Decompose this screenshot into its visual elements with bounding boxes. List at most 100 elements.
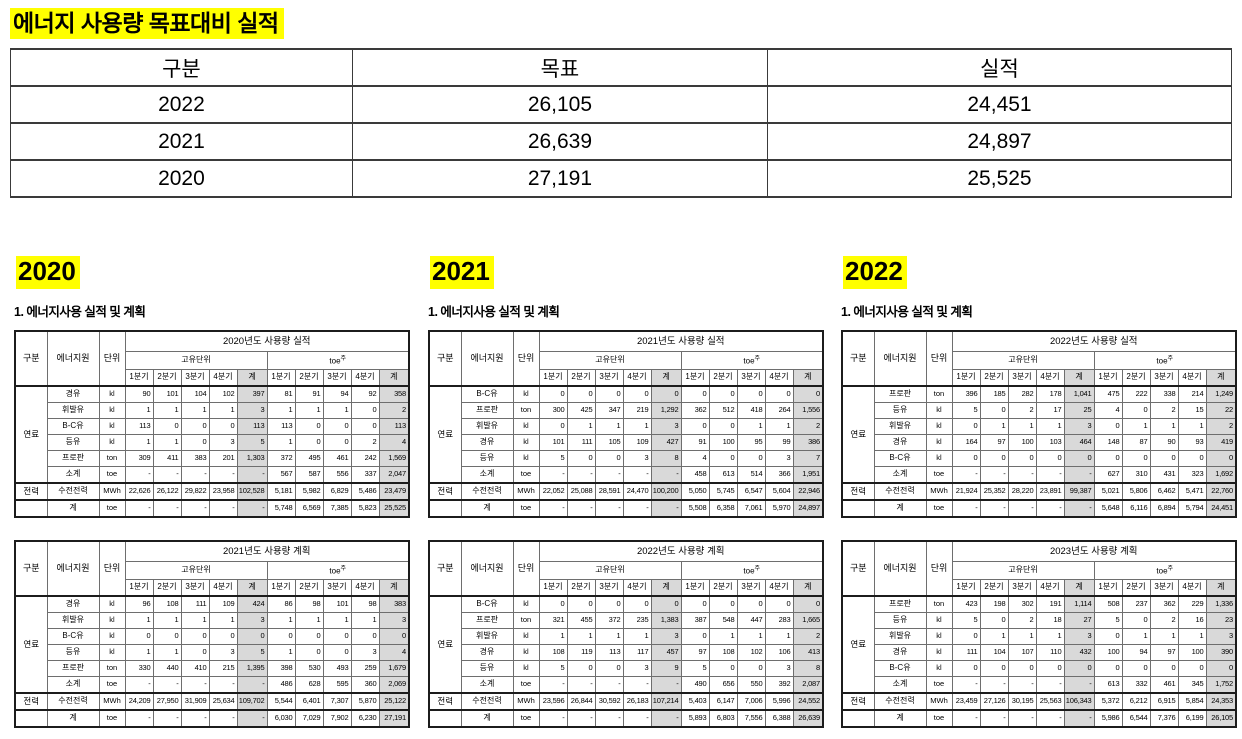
native-qty-cell: 321 — [538, 611, 568, 629]
col-header-quarter: 2분기 — [566, 578, 596, 597]
native-qty-cell: 1 — [594, 417, 624, 435]
energy-source-label: B-C유 — [46, 627, 100, 645]
unit-label: ton — [512, 611, 540, 629]
native-qty-cell: 0 — [594, 449, 624, 467]
native-qty-cell: 27,950 — [152, 691, 182, 711]
toe-total-cell: 2,047 — [378, 465, 410, 484]
native-qty-cell: 1 — [1007, 627, 1037, 645]
toe-footnote-marker: 주 — [340, 566, 347, 572]
toe-qty-cell: 5,403 — [680, 691, 710, 711]
native-total-cell: 3 — [1063, 627, 1095, 645]
native-qty-cell: - — [951, 708, 981, 728]
col-header-quarter: 1분기 — [266, 578, 296, 597]
native-qty-cell: 23,958 — [208, 481, 238, 501]
toe-total-cell: 24,552 — [792, 691, 824, 711]
toe-qty-cell: 101 — [322, 595, 352, 613]
group-label — [428, 708, 462, 728]
energy-data-row: 연료 경유 kl 96 108 111 109 424 86 98 101 98 383 — [14, 595, 410, 694]
energy-source-label: 계 — [46, 498, 100, 518]
native-qty-cell: 5 — [538, 449, 568, 467]
col-header-quarter: 1분기 — [538, 368, 568, 387]
native-qty-cell: - — [1035, 465, 1065, 484]
toe-qty-cell: 6,547 — [736, 481, 766, 501]
native-total-cell: 27 — [1063, 611, 1095, 629]
toe-qty-cell: 1 — [266, 433, 296, 451]
native-qty-cell: 164 — [951, 433, 981, 451]
col-header-toe: toe주 — [680, 561, 824, 580]
native-qty-cell: 302 — [1007, 595, 1037, 613]
detail-header-row: 구분 에너지원 단위 2022년도 사용량 실적 — [841, 330, 1237, 387]
toe-qty-cell: 102 — [736, 643, 766, 661]
table-title: 2023년도 사용량 계획 — [951, 540, 1237, 562]
energy-data-row: 휘발유 kl 1 1 1 1 3 0 1 1 1 2 — [429, 627, 824, 645]
toe-qty-cell: 222 — [1121, 385, 1151, 403]
native-total-cell: - — [1063, 708, 1095, 728]
native-total-cell: 464 — [1063, 433, 1095, 451]
unit-label: ton — [98, 449, 126, 467]
native-qty-cell: - — [951, 498, 981, 518]
native-qty-cell: 410 — [180, 659, 210, 677]
detail-header-row: 1분기 2분기 3분기 4분기 계 1분기 2분기 3분기 4분기 계 — [15, 368, 410, 387]
col-header-total: 계 — [1063, 368, 1095, 387]
native-qty-cell: 0 — [180, 627, 210, 645]
toe-qty-cell: 418 — [736, 401, 766, 419]
toe-total-cell: 0 — [792, 385, 824, 403]
toe-total-cell: 2 — [378, 401, 410, 419]
col-header-toe: toe주 — [1093, 351, 1237, 370]
col-header-unit: 단위 — [925, 540, 953, 597]
toe-total-cell: 3 — [1205, 627, 1237, 645]
energy-source-label: 계 — [873, 708, 927, 728]
native-total-cell: - — [650, 708, 682, 728]
toe-qty-cell: 1 — [764, 417, 794, 435]
toe-footnote-marker: 주 — [754, 356, 761, 362]
native-qty-cell: 1 — [152, 433, 182, 451]
unit-label: kl — [925, 417, 953, 435]
toe-qty-cell: 0 — [350, 417, 380, 435]
native-qty-cell: 101 — [152, 385, 182, 403]
native-qty-cell: 423 — [951, 595, 981, 613]
col-header-energy-source: 에너지원 — [46, 330, 100, 387]
energy-data-row: B-C유 kl 0 0 0 0 0 0 0 0 0 0 — [842, 449, 1237, 467]
detail-header-row: 구분 에너지원 단위 2022년도 사용량 계획 — [428, 540, 824, 597]
toe-qty-cell: 100 — [708, 433, 738, 451]
native-qty-cell: - — [594, 675, 624, 694]
native-qty-cell: - — [1007, 498, 1037, 518]
native-qty-cell: 1 — [124, 433, 154, 451]
energy-data-row: 계 toe - - - - -5,986 6,544 7,376 6,199 26,105 — [841, 708, 1237, 728]
toe-qty-cell: 595 — [322, 675, 352, 694]
col-header-gubun: 구분 — [428, 330, 462, 387]
native-qty-cell: - — [1007, 708, 1037, 728]
group-label: 연료 — [841, 595, 875, 694]
energy-data-row: 전력 수전전력 MWh 22,052 25,088 28,591 24,470 100,200… — [428, 481, 824, 501]
col-header-quarter: 2분기 — [1121, 578, 1151, 597]
toe-qty-cell: 1 — [294, 401, 324, 419]
col-header-energy-source: 에너지원 — [460, 330, 514, 387]
native-qty-cell: - — [180, 465, 210, 484]
native-qty-cell: - — [152, 675, 182, 694]
col-header-quarter: 3분기 — [1007, 368, 1037, 387]
toe-qty-cell: 86 — [266, 595, 296, 613]
col-header-quarter: 1분기 — [124, 578, 154, 597]
unit-label: toe — [98, 465, 126, 484]
toe-qty-cell: 0 — [764, 385, 794, 403]
native-qty-cell: 300 — [538, 401, 568, 419]
native-total-cell: 5 — [236, 433, 268, 451]
unit-label: MWh — [98, 691, 126, 711]
col-header-quarter: 3분기 — [1149, 368, 1179, 387]
native-qty-cell: 0 — [152, 627, 182, 645]
native-total-cell: 3 — [650, 627, 682, 645]
native-total-cell: 100,200 — [650, 481, 682, 501]
native-total-cell: 8 — [650, 449, 682, 467]
native-qty-cell: 0 — [566, 595, 596, 613]
native-qty-cell: - — [180, 675, 210, 694]
energy-source-label: 계 — [873, 498, 927, 518]
summary-actual-cell: 25,525 — [767, 159, 1232, 198]
detail-header-row: 고유단위 toe주 — [15, 561, 410, 580]
energy-data-row: 휘발유 kl 0 1 1 1 3 0 0 1 1 2 — [429, 417, 824, 435]
toe-qty-cell: 0 — [764, 595, 794, 613]
native-qty-cell: 3 — [208, 433, 238, 451]
native-qty-cell: 1 — [180, 401, 210, 419]
unit-label: ton — [512, 401, 540, 419]
native-qty-cell: 1 — [152, 643, 182, 661]
col-header-total: 계 — [236, 368, 268, 387]
